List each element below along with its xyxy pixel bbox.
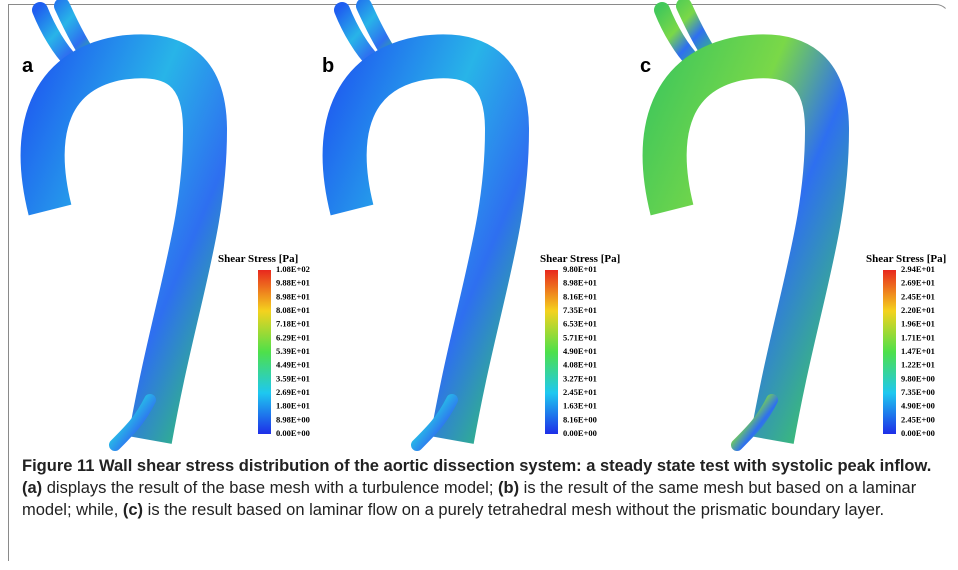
- caption-text: Figure 11 Wall shear stress distribution…: [22, 457, 931, 475]
- colorbar-tick-label: 9.80E+00: [901, 373, 935, 383]
- colorbar-tick-label: 1.22E+01: [901, 360, 935, 370]
- colorbar-tick-label: 2.45E+01: [901, 291, 935, 301]
- colorbar-tick-label: 2.45E+01: [563, 387, 597, 397]
- aorta-c: [662, 6, 827, 445]
- colorbar-tick-label: 5.71E+01: [563, 332, 597, 342]
- caption-text: (a): [22, 479, 42, 497]
- figure-image: a b c Shear Stress [Pa]1.08E+029.88E+018…: [0, 0, 958, 455]
- colorbar-tick-label: 8.16E+00: [563, 414, 597, 424]
- caption-text: (c): [123, 501, 143, 519]
- colorbar-tick-label: 7.35E+00: [901, 387, 935, 397]
- colorbar-tick-label: 1.80E+01: [276, 401, 310, 411]
- colorbar-tick-label: 5.39E+01: [276, 346, 310, 356]
- colorbar-tick-label: 2.20E+01: [901, 305, 935, 315]
- colorbar-tick-label: 6.53E+01: [563, 319, 597, 329]
- colorbar: [883, 270, 896, 434]
- colorbar-tick-label: 1.96E+01: [901, 319, 935, 329]
- panel-label: c: [640, 55, 651, 77]
- colorbar-tick-label: 4.49E+01: [276, 360, 310, 370]
- aorta-a: [40, 6, 205, 445]
- colorbar: [545, 270, 558, 434]
- colorbar-tick-label: 0.00E+00: [276, 428, 310, 438]
- colorbar-tick-label: 3.27E+01: [563, 373, 597, 383]
- colorbar-tick-label: 1.47E+01: [901, 346, 935, 356]
- colorbar-tick-label: 2.69E+01: [276, 387, 310, 397]
- colorbar-tick-label: 4.08E+01: [563, 360, 597, 370]
- panel-label: a: [22, 55, 34, 77]
- colorbar: [258, 270, 271, 434]
- caption-text: is the result based on laminar flow on a…: [143, 501, 884, 519]
- aorta-b: [342, 6, 507, 445]
- colorbar-tick-label: 3.59E+01: [276, 373, 310, 383]
- colorbar-tick-label: 7.35E+01: [563, 305, 597, 315]
- caption: Figure 11 Wall shear stress distribution…: [22, 455, 942, 521]
- colorbar-tick-label: 7.18E+01: [276, 319, 310, 329]
- colorbar-tick-label: 0.00E+00: [563, 428, 597, 438]
- colorbar-tick-label: 8.16E+01: [563, 291, 597, 301]
- colorbar-tick-label: 1.08E+02: [276, 264, 310, 274]
- colorbar-tick-label: 8.08E+01: [276, 305, 310, 315]
- colorbar-tick-label: 4.90E+01: [563, 346, 597, 356]
- colorbar-tick-label: 2.94E+01: [901, 264, 935, 274]
- colorbar-tick-label: 8.98E+00: [276, 414, 310, 424]
- colorbar-tick-label: 6.29E+01: [276, 332, 310, 342]
- colorbar-tick-label: 1.71E+01: [901, 332, 935, 342]
- caption-text: displays the result of the base mesh wit…: [42, 479, 498, 497]
- caption-text: (b): [498, 479, 519, 497]
- colorbar-tick-label: 1.63E+01: [563, 401, 597, 411]
- colorbar-tick-label: 4.90E+00: [901, 401, 935, 411]
- colorbar-tick-label: 0.00E+00: [901, 428, 935, 438]
- colorbar-tick-label: 2.45E+00: [901, 414, 935, 424]
- page: a b c Shear Stress [Pa]1.08E+029.88E+018…: [0, 0, 958, 570]
- colorbar-tick-label: 2.69E+01: [901, 278, 935, 288]
- colorbar-tick-label: 9.80E+01: [563, 264, 597, 274]
- colorbar-tick-label: 9.88E+01: [276, 278, 310, 288]
- colorbar-tick-label: 8.98E+01: [276, 291, 310, 301]
- panel-label: b: [322, 55, 334, 77]
- colorbar-tick-label: 8.98E+01: [563, 278, 597, 288]
